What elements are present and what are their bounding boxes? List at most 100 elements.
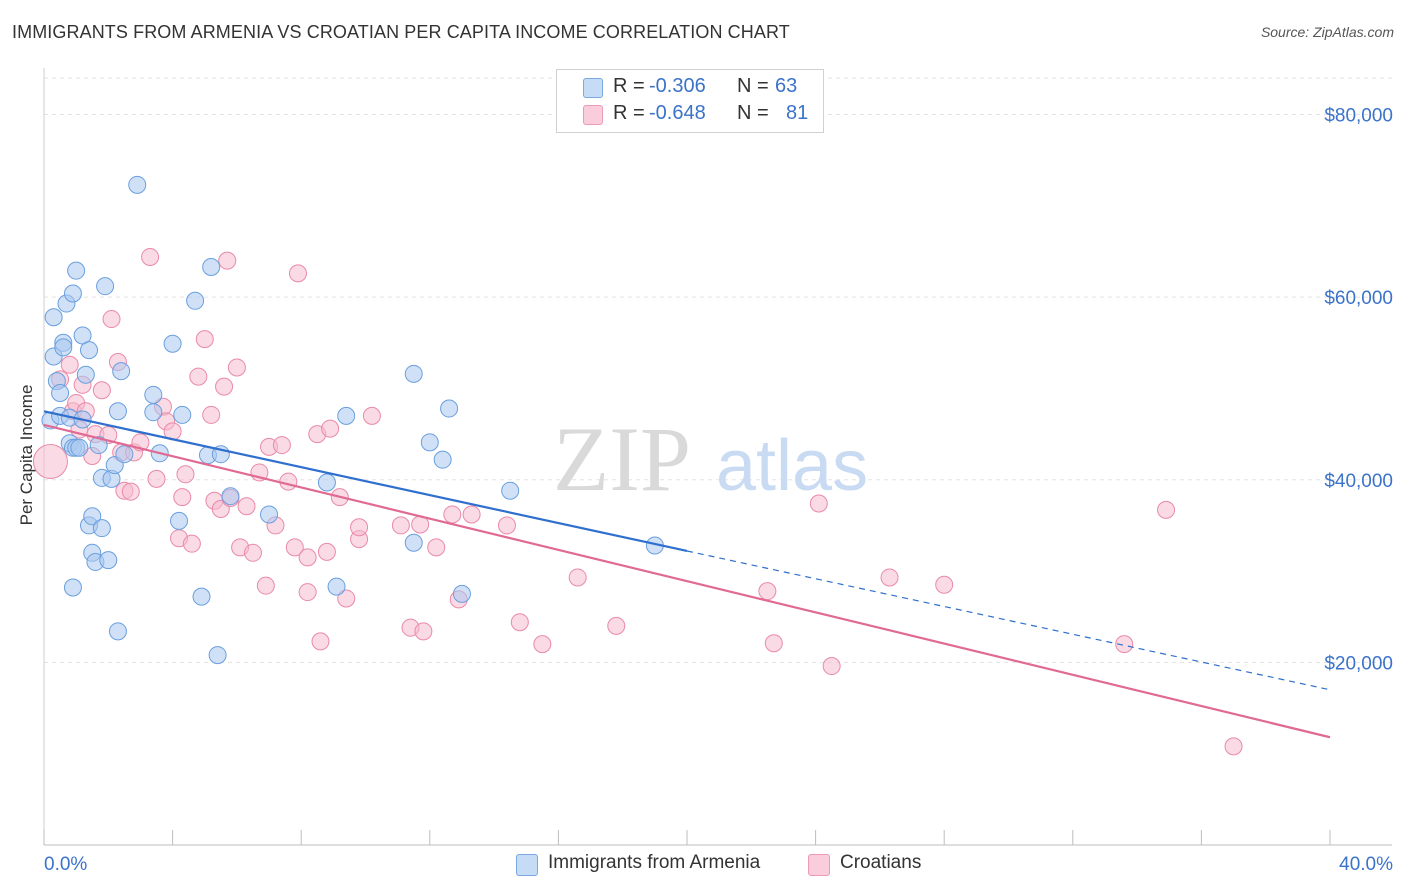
croatian-point <box>173 488 192 507</box>
croatian-point <box>298 583 317 602</box>
croatian-point <box>102 310 121 329</box>
croatian-point <box>227 358 246 377</box>
croatian-point <box>350 518 369 537</box>
armenia-point <box>173 405 192 424</box>
armenia-point <box>327 577 346 596</box>
croatian-point <box>215 377 234 396</box>
armenia-trend-line <box>43 410 688 553</box>
croatian-point <box>497 516 516 535</box>
armenia-point <box>54 338 73 357</box>
croatian-point <box>141 247 160 266</box>
croatian-point <box>202 405 221 424</box>
watermark-zip: ZIP <box>553 408 691 510</box>
armenia-point <box>99 551 118 570</box>
armenia-point <box>89 436 108 455</box>
armenia-point <box>67 261 86 280</box>
croatian-point <box>362 406 381 425</box>
armenia-point <box>108 402 127 421</box>
croatian-point <box>176 465 195 484</box>
croatian-point <box>758 582 777 601</box>
croatian-point <box>337 589 356 608</box>
source-label: Source: ZipAtlas.com <box>1260 24 1394 40</box>
croatian-point <box>391 516 410 535</box>
armenia-point <box>115 445 134 464</box>
croatian-point <box>298 548 317 567</box>
croatian-point <box>568 568 587 587</box>
armenia-point <box>63 578 82 597</box>
n-value: 81 <box>786 102 809 124</box>
armenia-trend-extension <box>686 550 1331 691</box>
r-value: -0.306 <box>649 75 706 97</box>
croatian-point <box>256 576 275 595</box>
croatian-point <box>285 538 304 557</box>
armenia-point <box>317 473 336 492</box>
armenia-point <box>70 438 89 457</box>
croatian-point <box>317 542 336 561</box>
croatian-point <box>243 543 262 562</box>
armenia-point <box>163 334 182 353</box>
y-axis-label: Per Capita Income <box>17 385 36 526</box>
croatian-point <box>1224 737 1243 756</box>
armenia-point <box>440 399 459 418</box>
armenia-point <box>260 505 279 524</box>
y-tick-label: $40,000 <box>1324 471 1393 492</box>
armenia-point <box>170 511 189 530</box>
croatian-point <box>121 482 140 501</box>
armenia-point <box>192 587 211 606</box>
croatian-point <box>935 575 954 594</box>
correlation-legend: R = -0.306 N = 63 R = -0.648 N = 81 <box>556 69 824 133</box>
armenia-point <box>96 277 115 296</box>
croatian-point <box>182 534 201 553</box>
watermark-atlas: atlas <box>716 426 868 506</box>
croatian-point <box>272 436 291 455</box>
armenia-point <box>404 364 423 383</box>
croatian-legend-label: Croatians <box>840 852 922 873</box>
armenia-point <box>337 406 356 425</box>
croatian-point <box>237 497 256 516</box>
armenia-point <box>186 291 205 310</box>
armenia-point <box>76 365 95 384</box>
armenia-point <box>420 433 439 452</box>
armenia-swatch <box>583 78 603 98</box>
armenia-point <box>144 403 163 422</box>
croatian-point <box>427 538 446 557</box>
croatian-point <box>288 264 307 283</box>
croatian-legend-swatch <box>808 854 830 876</box>
croatian-trend-line <box>43 423 1331 739</box>
trend-lines <box>43 410 1331 739</box>
croatian-point <box>1115 635 1134 654</box>
armenia-point <box>112 362 131 381</box>
n-label: N = <box>737 75 769 97</box>
croatian-point <box>414 622 433 641</box>
n-value: 63 <box>775 75 798 97</box>
armenia-point <box>128 175 147 194</box>
croatian-point <box>880 568 899 587</box>
croatian-point <box>533 635 552 654</box>
croatian-point <box>189 367 208 386</box>
croatian-point <box>321 419 340 438</box>
armenia-point <box>83 507 102 526</box>
r-label: R = <box>613 102 645 124</box>
armenia-point <box>221 487 240 506</box>
r-value: -0.648 <box>649 102 706 124</box>
x-tick-label: 40.0% <box>1339 854 1393 875</box>
tick-labels: $20,000 $40,000 $60,000 $80,000 0.0% 40.0% <box>44 106 1393 875</box>
armenia-point <box>51 384 70 403</box>
armenia-point <box>44 308 63 327</box>
croatian-point <box>32 444 68 479</box>
r-label: R = <box>613 75 645 97</box>
grid-lines <box>44 77 1392 663</box>
legend-row-armenia: R = -0.306 N = 63 <box>557 73 823 101</box>
croatian-point <box>92 381 111 400</box>
croatian-points <box>32 247 1243 756</box>
armenia-point <box>202 258 221 277</box>
armenia-point <box>452 584 471 603</box>
croatian-point <box>311 632 330 651</box>
x-tick-label: 0.0% <box>44 854 87 875</box>
croatian-point <box>510 613 529 632</box>
armenia-point <box>63 284 82 303</box>
armenia-point <box>433 450 452 469</box>
armenia-point <box>144 385 163 404</box>
y-tick-label: $20,000 <box>1324 653 1393 674</box>
